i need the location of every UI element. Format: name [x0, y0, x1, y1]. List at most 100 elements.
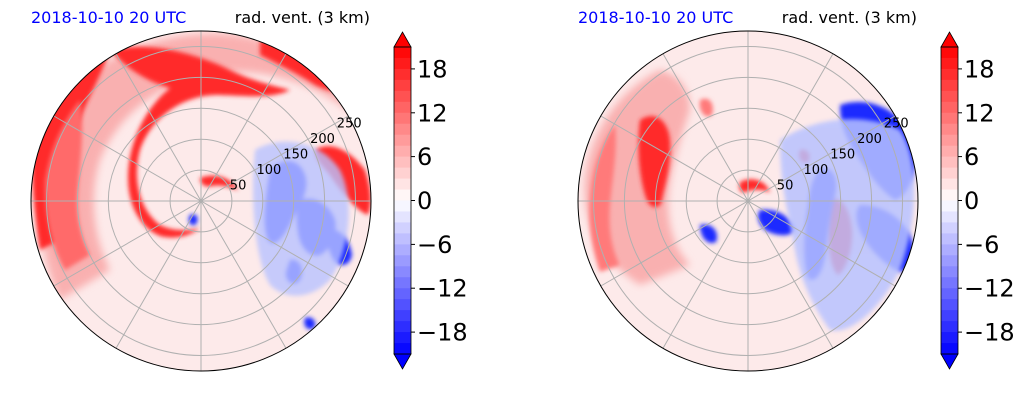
- colorbar-swatch: [394, 134, 411, 147]
- colorbar-swatch: [394, 79, 411, 92]
- colorbar-swatch: [941, 288, 958, 300]
- colorbar-ticks-left: 18 12 6 0 −6 −12 −18: [411, 55, 468, 347]
- colorbar-swatch: [394, 244, 411, 256]
- colorbar-swatch: [394, 211, 411, 224]
- colorbar-swatch: [941, 167, 958, 180]
- colorbar-tick-label: −18: [964, 319, 1015, 347]
- colorbar-swatch: [941, 200, 958, 213]
- title-left: 2018-10-10 20 UTC: [31, 8, 186, 27]
- colorbar-swatches-left: [393, 31, 412, 370]
- radial-tick-label: 250: [337, 117, 362, 132]
- colorbar-swatch: [941, 156, 958, 169]
- colorbar-swatch: [941, 222, 958, 234]
- colorbar-swatch: [394, 288, 411, 300]
- colorbar-tick-label: 6: [964, 143, 979, 171]
- colorbar-swatch: [394, 255, 411, 267]
- radial-tick-label: 50: [777, 179, 794, 194]
- colorbar-swatch: [394, 310, 411, 322]
- colorbar-swatches-right: [940, 31, 959, 370]
- polar-grid-right: [578, 31, 918, 371]
- colorbar-tick-label: 0: [417, 187, 432, 215]
- colorbar-swatch: [941, 321, 958, 333]
- polar-grid-left: [31, 31, 371, 371]
- polar-plot-left: 2018-10-10 20 UTC rad. vent. (3 km): [30, 8, 372, 372]
- colorbar-swatch: [941, 178, 958, 191]
- colorbar-swatch: [394, 156, 411, 169]
- colorbar-extend-max: [940, 31, 959, 48]
- radial-tick-label: 250: [884, 117, 909, 132]
- title-right: rad. vent. (3 km): [782, 8, 917, 27]
- colorbar-swatch: [941, 299, 958, 311]
- title-left: 2018-10-10 20 UTC: [578, 8, 733, 27]
- colorbar-right: 18 12 6 0 −6 −12 −18: [940, 31, 1015, 370]
- colorbar-tick-label: 12: [417, 99, 448, 127]
- colorbar-swatch: [394, 90, 411, 103]
- colorbar-swatch: [941, 189, 958, 202]
- colorbar-tick-label: 18: [417, 55, 448, 83]
- colorbar-extend-min: [940, 353, 959, 370]
- colorbar-swatch: [941, 57, 958, 70]
- colorbar-swatch: [941, 310, 958, 322]
- title-right: rad. vent. (3 km): [235, 8, 370, 27]
- colorbar-swatch: [941, 134, 958, 147]
- radial-tick-label: 100: [804, 163, 829, 178]
- colorbar-swatch: [394, 47, 411, 59]
- colorbar-left: 18 12 6 0 −6 −12 −18: [393, 31, 468, 370]
- colorbar-swatch: [941, 90, 958, 103]
- colorbar-swatch: [941, 112, 958, 125]
- colorbar-tick-label: −12: [964, 275, 1015, 303]
- radial-tick-label: 50: [230, 179, 247, 194]
- colorbar-swatch: [394, 68, 411, 81]
- colorbar-swatch: [941, 244, 958, 256]
- colorbar-swatch: [941, 79, 958, 92]
- colorbar-tick-label: 6: [417, 143, 432, 171]
- polar-plot-right: 2018-10-10 20 UTC rad. vent. (3 km): [577, 8, 919, 372]
- colorbar-swatch: [394, 343, 411, 355]
- colorbar-tick-label: −6: [417, 231, 452, 259]
- colorbar-swatch: [394, 101, 411, 114]
- colorbar-extend-min: [393, 353, 412, 370]
- radial-tick-label: 200: [857, 132, 882, 147]
- radial-tick-label: 150: [830, 148, 855, 163]
- colorbar-swatch: [394, 266, 411, 278]
- colorbar-extend-max: [393, 31, 412, 48]
- colorbar-tick-label: −6: [964, 231, 999, 259]
- colorbar-swatch: [941, 343, 958, 355]
- polar-frame-left: [30, 30, 372, 372]
- colorbar-swatch: [394, 189, 411, 202]
- colorbar-swatch: [394, 178, 411, 191]
- polar-frame-right: [577, 30, 919, 372]
- radial-tick-label: 200: [310, 132, 335, 147]
- colorbar-swatch: [394, 299, 411, 311]
- colorbar-swatch: [394, 233, 411, 245]
- colorbar-ticks-right: 18 12 6 0 −6 −12 −18: [958, 55, 1015, 347]
- colorbar-swatch: [941, 255, 958, 267]
- colorbar-swatch: [941, 123, 958, 136]
- colorbar-swatch: [941, 47, 958, 59]
- colorbar-tick-label: 18: [964, 55, 995, 83]
- colorbar-swatch: [941, 277, 958, 289]
- colorbar-swatch: [394, 57, 411, 70]
- colorbar-swatch: [394, 277, 411, 289]
- colorbar-swatch: [394, 145, 411, 158]
- radial-tick-label: 100: [257, 163, 282, 178]
- radial-tick-label: 150: [283, 148, 308, 163]
- colorbar-swatch: [394, 321, 411, 333]
- colorbar-tick-label: 0: [964, 187, 979, 215]
- colorbar-swatch: [941, 266, 958, 278]
- colorbar-tick-label: −12: [417, 275, 468, 303]
- colorbar-swatch: [394, 167, 411, 180]
- colorbar-swatch: [941, 233, 958, 245]
- colorbar-swatch: [941, 211, 958, 224]
- colorbar-swatch: [394, 222, 411, 234]
- colorbar-swatch: [394, 112, 411, 125]
- colorbar-swatch: [394, 200, 411, 213]
- colorbar-tick-label: 12: [964, 99, 995, 127]
- colorbar-swatch: [941, 68, 958, 81]
- colorbar-swatch: [941, 332, 958, 344]
- colorbar-swatch: [394, 332, 411, 344]
- colorbar-tick-label: −18: [417, 319, 468, 347]
